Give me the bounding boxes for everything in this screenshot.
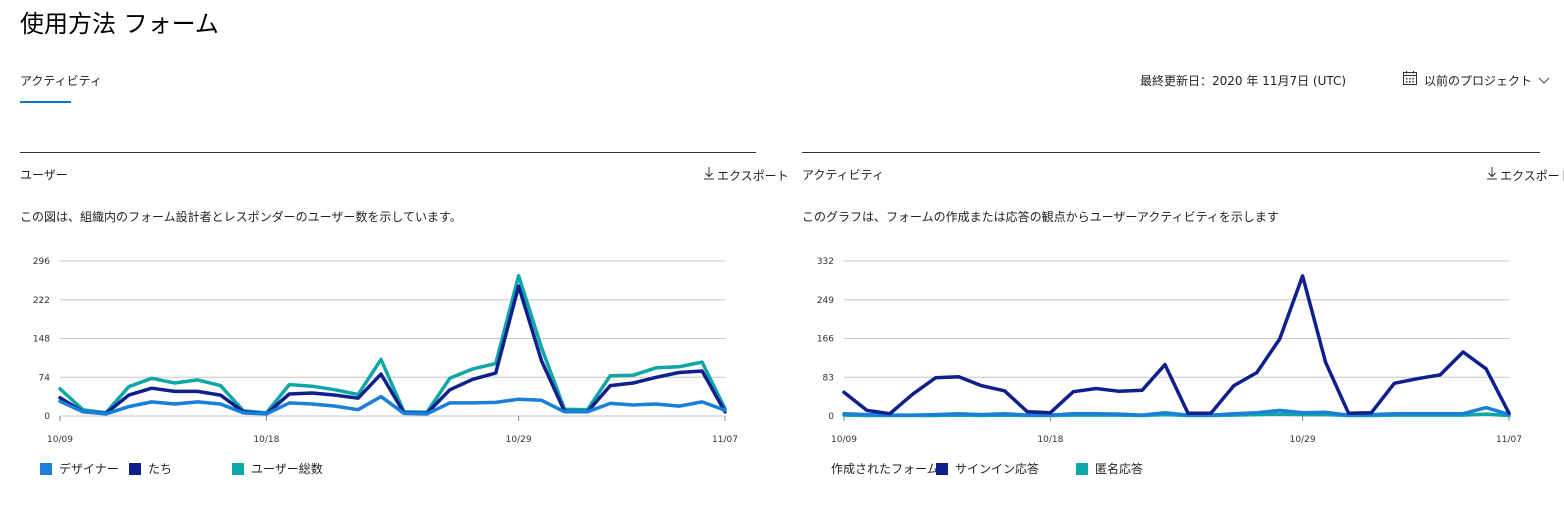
activity-export-button[interactable]: エクスポート bbox=[1486, 166, 1564, 185]
legend-item-forms-created[interactable]: 作成されたフォーム bbox=[824, 460, 939, 477]
calendar-icon bbox=[1402, 70, 1418, 92]
legend-label: デザイナー bbox=[59, 462, 119, 476]
users-export-label: エクスポート bbox=[717, 168, 789, 183]
download-arrow-icon bbox=[703, 166, 715, 185]
users-chart-legend: デザイナー たち ユーザー総数 bbox=[40, 460, 323, 477]
x-tick-label: 10/18 bbox=[253, 435, 279, 445]
y-tick-label: 249 bbox=[817, 296, 834, 306]
users-panel-divider bbox=[20, 152, 756, 153]
x-tick-label: 11/07 bbox=[1496, 435, 1522, 445]
activity-panel-divider bbox=[802, 152, 1540, 153]
x-tick-label: 10/09 bbox=[47, 435, 73, 445]
users-line-chart: 296 222 148 74 0 10/09 10/18 10/29 11/07 bbox=[33, 257, 738, 445]
legend-label: たち bbox=[148, 462, 173, 476]
x-tick-label: 10/29 bbox=[506, 435, 532, 445]
users-panel-title: ユーザー bbox=[20, 168, 68, 182]
series-line[interactable] bbox=[58, 273, 727, 415]
tab-activity[interactable]: アクティビティ bbox=[20, 74, 102, 88]
legend-swatch bbox=[40, 462, 52, 475]
activity-panel-description: このグラフは、フォームの作成または応答の観点からユーザーアクティビティを示します bbox=[802, 210, 1279, 224]
y-tick-label: 0 bbox=[44, 412, 50, 422]
y-tick-label: 148 bbox=[33, 335, 50, 345]
legend-item-designer[interactable]: デザイナー bbox=[40, 460, 129, 477]
date-range-label: 以前のプロジェクト bbox=[1424, 74, 1533, 88]
legend-label: サインイン応答 bbox=[955, 462, 1040, 476]
y-tick-label: 166 bbox=[817, 335, 834, 345]
users-export-button[interactable]: エクスポート bbox=[703, 166, 789, 185]
legend-swatch bbox=[129, 462, 141, 475]
y-tick-label: 74 bbox=[39, 373, 51, 383]
legend-item-signin-responses[interactable]: サインイン応答 bbox=[936, 460, 1076, 477]
activity-line-chart: 332 249 166 83 0 10/09 10/18 10/29 11/07 bbox=[817, 257, 1522, 445]
x-tick-label: 10/09 bbox=[831, 435, 857, 445]
series-line[interactable] bbox=[58, 394, 727, 416]
last-updated-text: 最終更新日：2020 年 11月7日 (UTC) bbox=[1140, 74, 1347, 88]
activity-export-label: エクスポート bbox=[1500, 168, 1564, 183]
series-line[interactable] bbox=[842, 405, 1511, 417]
y-tick-label: 222 bbox=[33, 296, 50, 306]
page-title: 使用方法 フォーム bbox=[20, 10, 219, 38]
legend-label: 匿名応答 bbox=[1095, 462, 1144, 476]
y-tick-label: 296 bbox=[33, 257, 50, 267]
activity-chart-legend: 作成されたフォーム サインイン応答 匿名応答 bbox=[824, 460, 1143, 477]
y-tick-label: 83 bbox=[823, 373, 834, 383]
series-line[interactable] bbox=[58, 284, 727, 416]
y-tick-label: 332 bbox=[817, 257, 834, 267]
x-tick-label: 10/29 bbox=[1290, 435, 1316, 445]
legend-swatch bbox=[1076, 462, 1088, 475]
date-range-dropdown[interactable]: 以前のプロジェクト bbox=[1402, 70, 1550, 92]
y-tick-label: 0 bbox=[828, 412, 834, 422]
chevron-down-icon bbox=[1538, 71, 1550, 91]
series-line[interactable] bbox=[842, 274, 1511, 416]
legend-label: 作成されたフォーム bbox=[831, 462, 939, 476]
legend-swatch bbox=[936, 462, 948, 475]
legend-item-anonymous-responses[interactable]: 匿名応答 bbox=[1076, 460, 1143, 477]
activity-panel-title: アクティビティ bbox=[802, 168, 884, 182]
legend-swatch bbox=[232, 462, 244, 475]
download-arrow-icon bbox=[1486, 166, 1498, 185]
legend-item-total-users[interactable]: ユーザー総数 bbox=[232, 460, 323, 477]
legend-item-respondents[interactable]: たち bbox=[129, 460, 232, 477]
legend-label: ユーザー総数 bbox=[251, 462, 323, 476]
x-tick-label: 11/07 bbox=[712, 435, 738, 445]
x-tick-label: 10/18 bbox=[1037, 435, 1063, 445]
active-tab-indicator bbox=[20, 101, 71, 103]
users-panel-description: この図は、組織内のフォーム設計者とレスポンダーのユーザー数を示しています。 bbox=[20, 210, 462, 224]
